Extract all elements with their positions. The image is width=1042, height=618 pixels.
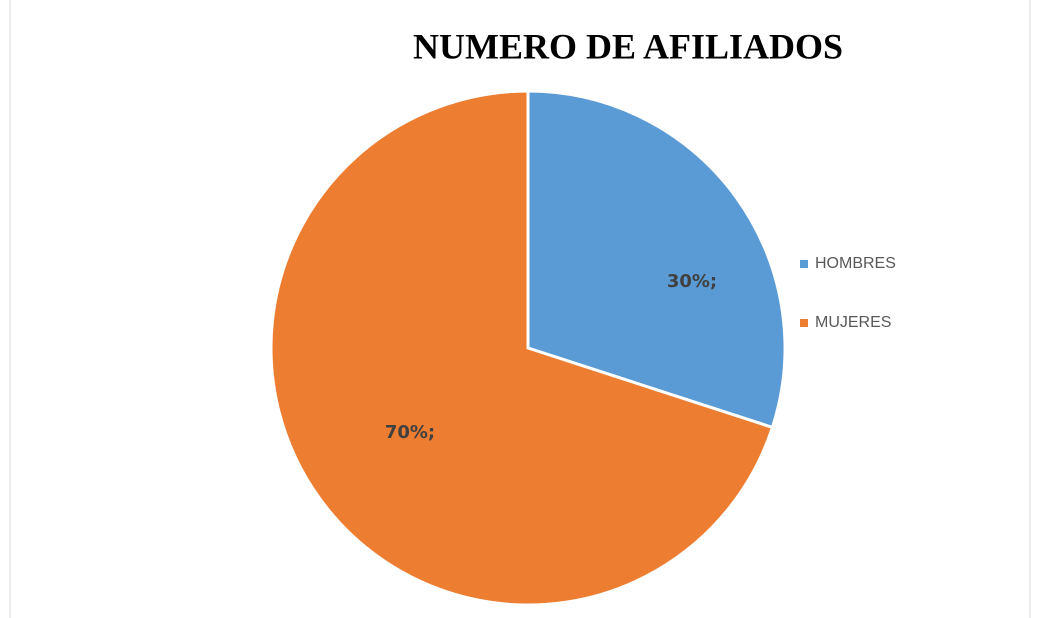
legend-label: HOMBRES — [815, 255, 896, 272]
legend-swatch — [800, 260, 808, 268]
pie-slice — [269, 89, 775, 607]
data-label: 70%; — [385, 422, 435, 443]
legend-swatch — [800, 319, 808, 327]
data-label: 30%; — [667, 271, 717, 292]
legend-label: MUJERES — [815, 314, 891, 331]
pie-slice — [526, 89, 787, 430]
chart-title: NUMERO DE AFILIADOS — [413, 26, 843, 66]
